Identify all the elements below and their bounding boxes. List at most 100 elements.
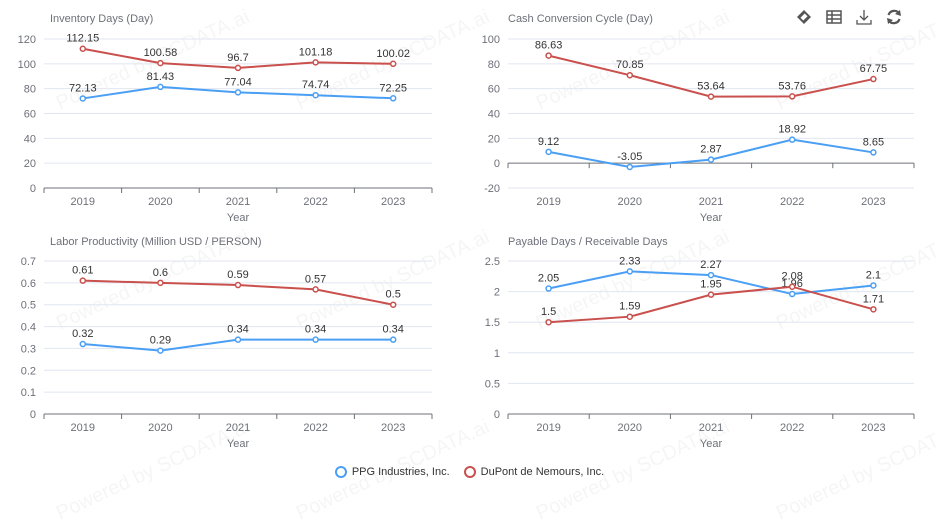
x-tick-label: 2021 [226,422,250,434]
data-point[interactable] [79,95,87,102]
data-point[interactable] [312,59,319,66]
chart-title: Payable Days / Receivable Days [508,236,668,248]
x-tick-label: 2023 [861,422,885,434]
data-point[interactable] [389,336,397,343]
x-tick-label: 2023 [381,196,405,208]
data-label: -3.05 [617,151,642,163]
data-label: 0.29 [150,335,171,347]
data-point[interactable] [626,163,634,171]
x-tick-label: 2020 [618,196,642,208]
download-icon [856,10,872,25]
y-tick-label: 0 [30,409,36,421]
x-tick-label: 2023 [861,196,885,208]
data-label: 0.5 [386,289,401,301]
data-point[interactable] [545,148,552,156]
x-tick-label: 2019 [536,196,560,208]
data-point[interactable] [545,52,552,59]
y-tick-label: 0.5 [21,300,36,312]
data-point[interactable] [79,45,87,52]
data-point[interactable] [707,291,715,298]
data-point[interactable] [234,281,242,289]
x-tick-label: 2022 [303,196,327,208]
x-tick-label: 2022 [780,422,804,434]
data-label: 0.34 [382,324,403,336]
data-point[interactable] [707,271,715,279]
y-tick-label: 20 [488,133,500,145]
data-point[interactable] [870,149,877,156]
data-point[interactable] [626,268,634,275]
refresh-icon [887,9,901,25]
data-point[interactable] [79,340,87,348]
data-point[interactable] [626,313,634,320]
data-point[interactable] [157,347,164,354]
data-label: 81.43 [147,71,175,83]
legend-item-dupont[interactable]: DuPont de Nemours, Inc. [463,466,605,478]
data-point[interactable] [234,64,242,72]
legend-label: DuPont de Nemours, Inc. [480,466,605,478]
data-label: 0.61 [72,265,93,277]
y-tick-label: 0.7 [21,256,36,268]
data-label: 2.33 [619,255,640,267]
y-tick-label: 0.3 [21,343,36,355]
data-label: 112.15 [66,33,99,45]
data-label: 70.85 [616,59,644,71]
legend-marker-icon [463,466,476,478]
y-tick-label: 1.5 [485,317,500,329]
data-label: 53.64 [697,81,725,93]
series-dupont: 1.5 1.59 1.95 2.08 1.71 [541,271,884,326]
x-tick-label: 2021 [699,196,723,208]
data-point[interactable] [79,277,87,284]
data-point[interactable] [870,306,877,313]
data-label: 67.75 [860,63,888,75]
data-label: 0.6 [153,267,168,279]
data-point[interactable] [707,156,715,163]
data-point[interactable] [788,283,796,290]
data-point[interactable] [157,83,164,91]
y-tick-label: 60 [488,84,500,96]
data-point[interactable] [312,286,319,293]
data-point[interactable] [157,279,164,287]
chart-title: Labor Productivity (Million USD / PERSON… [50,236,262,248]
data-point[interactable] [870,75,877,83]
tag-button[interactable] [793,6,815,28]
data-label: 8.65 [863,136,884,148]
series-ppg: 2.052.332.271.962.1 [538,255,881,298]
data-point[interactable] [788,93,796,100]
data-view-button[interactable] [823,6,845,28]
data-view-icon [826,10,842,24]
data-point[interactable] [545,285,552,292]
data-point[interactable] [312,91,319,99]
data-point[interactable] [389,60,397,68]
refresh-button[interactable] [883,6,905,28]
data-label: 77.04 [224,76,252,88]
data-label: 0.59 [227,269,248,281]
x-tick-label: 2022 [303,422,327,434]
data-label: 1.95 [700,279,721,291]
data-point[interactable] [545,318,552,326]
data-point[interactable] [788,136,796,143]
data-label: 96.7 [227,52,248,64]
y-tick-label: 0.1 [21,387,36,399]
data-point[interactable] [788,290,796,298]
y-tick-label: -20 [484,183,500,195]
series-dupont: 86.63 70.85 53.64 53.76 67.75 [535,40,888,100]
data-point[interactable] [389,301,397,308]
data-point[interactable] [626,71,634,79]
data-point[interactable] [157,59,164,67]
data-point[interactable] [234,336,242,343]
legend-label: PPG Industries, Inc. [351,466,450,478]
data-point[interactable] [707,93,715,100]
legend-item-ppg[interactable]: PPG Industries, Inc. [334,466,450,478]
data-label: 0.57 [305,273,326,285]
data-label: 1.59 [619,301,640,313]
legend-marker-icon [334,466,347,478]
data-point[interactable] [870,282,877,289]
x-tick-label: 2019 [71,196,95,208]
download-button[interactable] [853,6,875,28]
series-dupont: 0.61 0.6 0.59 0.57 0.5 [72,265,401,308]
data-point[interactable] [234,89,242,96]
data-point[interactable] [389,95,397,102]
data-label: 100.02 [376,48,410,60]
data-point[interactable] [312,336,319,343]
data-label: 18.92 [778,124,806,136]
